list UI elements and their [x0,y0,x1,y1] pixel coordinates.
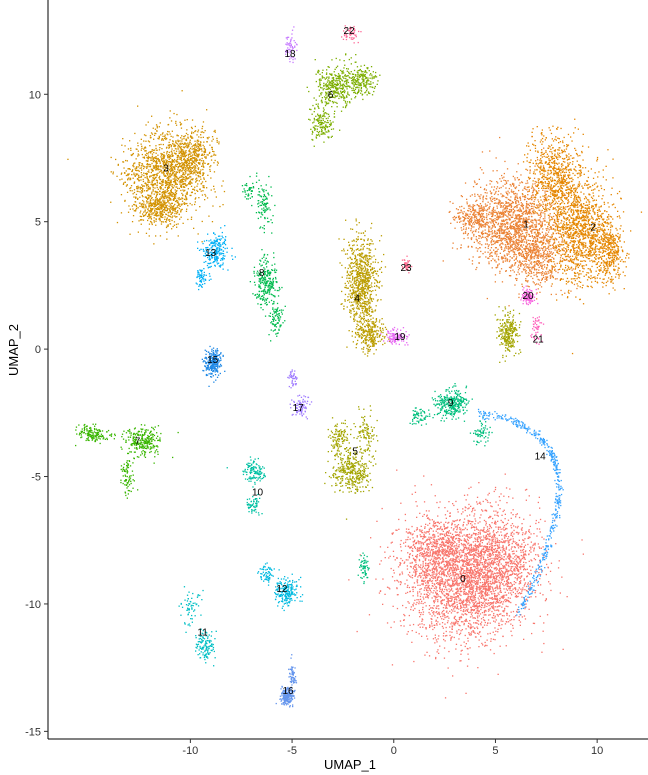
y-axis-title: UMAP_2 [6,324,21,376]
y-tick-label: 10 [29,89,41,101]
cluster-label-7: 7 [135,436,141,447]
cluster-label-14: 14 [535,452,547,463]
cluster-label-15: 15 [207,355,219,366]
cluster-label-12: 12 [276,584,288,595]
cluster-label-0: 0 [460,574,466,585]
x-axis-title: UMAP_1 [324,757,376,772]
x-tick-label: 5 [492,745,498,757]
x-tick-label: -5 [287,745,297,757]
cluster-label-6: 6 [328,90,334,101]
cluster-label-18: 18 [284,49,296,60]
cluster-label-13: 13 [205,248,217,259]
cluster-label-9: 9 [448,398,454,409]
x-tick-label: 0 [391,745,397,757]
cluster-label-3: 3 [163,164,169,175]
cluster-label-20: 20 [522,291,534,302]
cluster-label-11: 11 [197,628,208,639]
y-tick-label: -10 [25,599,41,611]
cluster-label-8: 8 [259,268,265,279]
cluster-label-4: 4 [354,294,360,305]
x-tick-label: -10 [182,745,198,757]
cluster-label-5: 5 [352,447,358,458]
cluster-label-17: 17 [293,403,305,414]
y-tick-label: 5 [35,217,41,229]
x-tick-label: 10 [591,745,603,757]
y-tick-label: 0 [35,344,41,356]
y-tick-label: -15 [25,726,41,738]
points-layer [67,25,643,708]
y-tick-label: -5 [31,472,41,484]
cluster-label-21: 21 [533,334,545,345]
cluster-label-10: 10 [252,487,264,498]
cluster-label-1: 1 [523,220,529,231]
cluster-label-2: 2 [590,222,596,233]
cluster-label-22: 22 [343,26,355,37]
cluster-label-19: 19 [394,332,406,343]
cluster-label-16: 16 [282,686,294,697]
cluster-label-23: 23 [400,263,412,274]
